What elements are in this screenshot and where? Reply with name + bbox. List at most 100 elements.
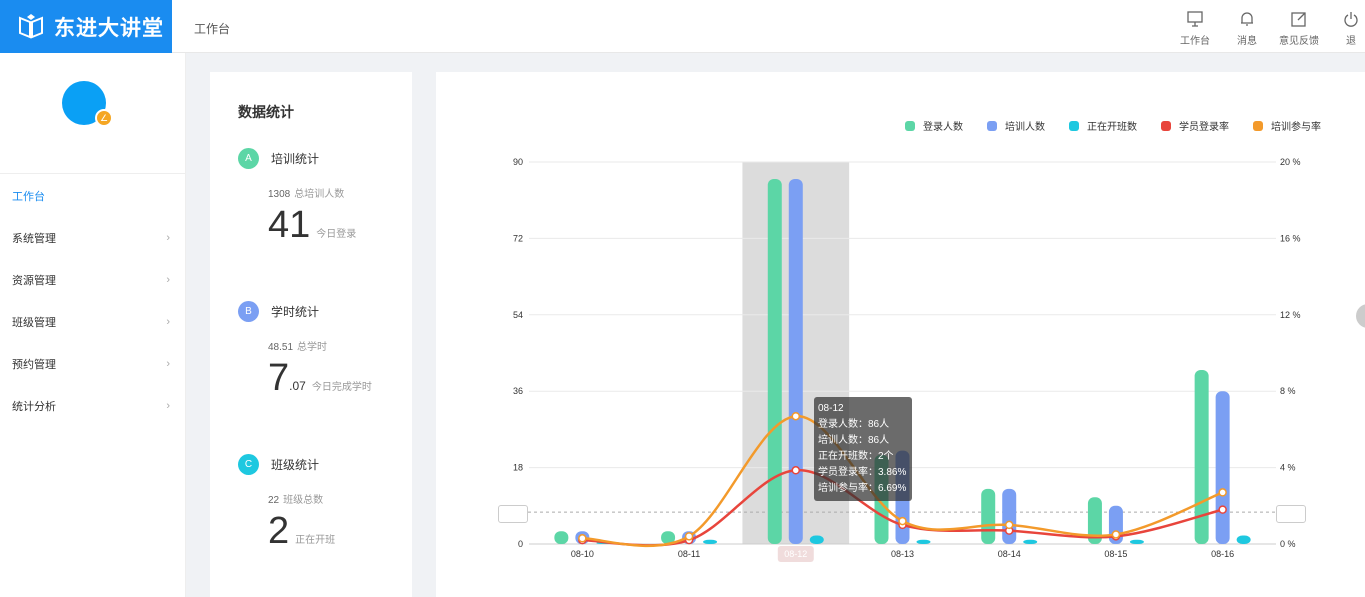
- legend-label: 正在开班数: [1087, 122, 1137, 133]
- chevron-right-icon: ›: [166, 358, 170, 370]
- bell-icon: [1241, 12, 1253, 26]
- x-tick-label: 08-10: [571, 549, 594, 559]
- y-left-tick-label: 72: [513, 233, 523, 243]
- app-logo[interactable]: 东进大讲堂: [0, 0, 172, 53]
- line-point: [1218, 505, 1227, 514]
- stat-sub-label: 总培训人数: [294, 189, 345, 200]
- line-point: [684, 532, 694, 541]
- legend-label: 培训人数: [1005, 122, 1045, 133]
- stat-sub-value: 1308: [268, 189, 291, 200]
- chevron-right-icon: ›: [166, 316, 170, 328]
- y-right-tick-label: 20 %: [1280, 157, 1301, 167]
- training-chart: 0 18 36 54 72 90 0 % 4 % 8 % 12 % 16 % 20 % 08-10 08-…: [498, 157, 1306, 562]
- scroll-right-button[interactable]: [1356, 304, 1365, 328]
- bar: [1215, 391, 1230, 544]
- bar: [1002, 488, 1017, 544]
- legend-item[interactable]: 学员登录率: [1161, 118, 1229, 133]
- sidebar-item-classes[interactable]: 班级管理 ›: [0, 301, 186, 343]
- chevron-right-icon: ›: [166, 400, 170, 412]
- bar: [661, 531, 676, 544]
- stat-sub-label: 总学时: [297, 342, 328, 353]
- line-point: [1218, 488, 1227, 497]
- sidebar-item-booking[interactable]: 预约管理 ›: [0, 343, 186, 385]
- stat-training: A 培训统计 1308 总培训人数 41 今日登录: [238, 148, 408, 246]
- tool-label: 退: [1346, 36, 1356, 47]
- tool-label: 意见反馈: [1279, 36, 1319, 47]
- tool-workbench[interactable]: 工作台: [1169, 8, 1221, 47]
- power-icon: [1344, 12, 1358, 27]
- tool-logout[interactable]: 退: [1325, 8, 1365, 47]
- stat-badge: C: [238, 454, 259, 475]
- chevron-right-icon: ›: [166, 232, 170, 244]
- bar: [703, 539, 718, 544]
- tool-label: 消息: [1237, 36, 1257, 47]
- legend-item[interactable]: 培训人数: [987, 118, 1045, 133]
- y-right-tick-label: 4 %: [1280, 463, 1296, 473]
- stat-badge: A: [238, 148, 259, 169]
- stat-classes: C 班级统计 22 班级总数 2 正在开班: [238, 454, 408, 552]
- stats-title: 数据统计: [238, 104, 294, 120]
- tooltip-title: 08-12: [818, 403, 844, 414]
- chart-panel: 登录人数 培训人数 正在开班数 学员登录率 培训参与率 0 18 36 54 72 90 0 % 4 …: [436, 72, 1365, 597]
- sidebar-item-workbench[interactable]: 工作台: [0, 175, 186, 217]
- edit-icon: [1291, 12, 1306, 27]
- legend-label: 登录人数: [923, 122, 963, 133]
- tooltip-line: 培训人数：86人: [818, 435, 890, 446]
- tooltip-line: 正在开班数：2个: [818, 451, 894, 462]
- legend-swatch: [905, 120, 915, 131]
- bar: [981, 488, 996, 544]
- top-header: 工作台 工作台 消息 意见反馈 退: [172, 0, 1365, 53]
- y-right-tick-label: 0 %: [1280, 539, 1296, 549]
- stat-title: 学时统计: [271, 305, 320, 319]
- chart-legend: 登录人数 培训人数 正在开班数 学员登录率 培训参与率: [881, 118, 1321, 133]
- header-tools: 工作台 消息 意见反馈 退: [1169, 8, 1365, 47]
- legend-swatch: [1069, 120, 1079, 131]
- zoom-handle-right[interactable]: [1276, 505, 1306, 523]
- legend-item[interactable]: 登录人数: [905, 118, 963, 133]
- zoom-handle-left[interactable]: [498, 505, 528, 523]
- sidebar-item-label: 预约管理: [12, 359, 56, 371]
- bar: [1236, 535, 1251, 544]
- x-tick-label: 08-13: [891, 549, 914, 559]
- app-logo-text: 东进大讲堂: [54, 16, 164, 40]
- sidebar-item-label: 资源管理: [12, 275, 56, 287]
- sidebar-item-label: 工作台: [12, 191, 45, 203]
- line-point: [1111, 530, 1121, 539]
- stat-title: 班级统计: [271, 458, 320, 472]
- stat-badge: B: [238, 301, 259, 322]
- line-point: [1004, 520, 1014, 530]
- x-tick-label: 08-15: [1104, 549, 1127, 559]
- sidebar-item-label: 班级管理: [12, 317, 56, 329]
- sidebar-item-resources[interactable]: 资源管理 ›: [0, 259, 186, 301]
- sidebar-divider: [0, 173, 186, 174]
- stat-big-label: 正在开班: [295, 535, 336, 546]
- line-point: [578, 534, 587, 543]
- tooltip-line: 登录人数：86人: [818, 419, 890, 430]
- tooltip-line: 学员登录率：3.86%: [818, 467, 907, 478]
- y-right-tick-label: 16 %: [1280, 233, 1301, 243]
- bar: [554, 531, 569, 544]
- stat-big-decimal: .07: [289, 379, 306, 393]
- sidebar-menu: 工作台 系统管理 › 资源管理 › 班级管理 › 预约管理 › 统计分析 ›: [0, 175, 186, 427]
- stat-big-label: 今日完成学时: [311, 382, 372, 393]
- stat-sub-value: 48.51: [268, 342, 294, 353]
- legend-item[interactable]: 正在开班数: [1069, 118, 1137, 133]
- avatar-edit-icon[interactable]: ∠: [95, 109, 113, 127]
- bar: [1023, 539, 1038, 544]
- bar: [1129, 539, 1144, 544]
- sidebar-item-analytics[interactable]: 统计分析 ›: [0, 385, 186, 427]
- line-point: [791, 411, 801, 421]
- bar: [809, 535, 824, 544]
- stat-title: 培训统计: [271, 152, 320, 166]
- tool-feedback[interactable]: 意见反馈: [1273, 8, 1325, 47]
- sidebar-item-system[interactable]: 系统管理 ›: [0, 217, 186, 259]
- stat-big-value: 2: [268, 510, 290, 552]
- tool-messages[interactable]: 消息: [1221, 8, 1273, 47]
- y-left-tick-label: 54: [513, 310, 523, 320]
- legend-item[interactable]: 培训参与率: [1253, 118, 1321, 133]
- chart-tooltip: 08-12 登录人数：86人 培训人数：86人 正在开班数：2个 学员登录率：3…: [814, 397, 912, 501]
- stat-hours: B 学时统计 48.51 总学时 7.07 今日完成学时: [238, 301, 408, 399]
- breadcrumb: 工作台: [194, 22, 231, 36]
- bar: [1087, 497, 1102, 544]
- legend-label: 培训参与率: [1271, 122, 1321, 133]
